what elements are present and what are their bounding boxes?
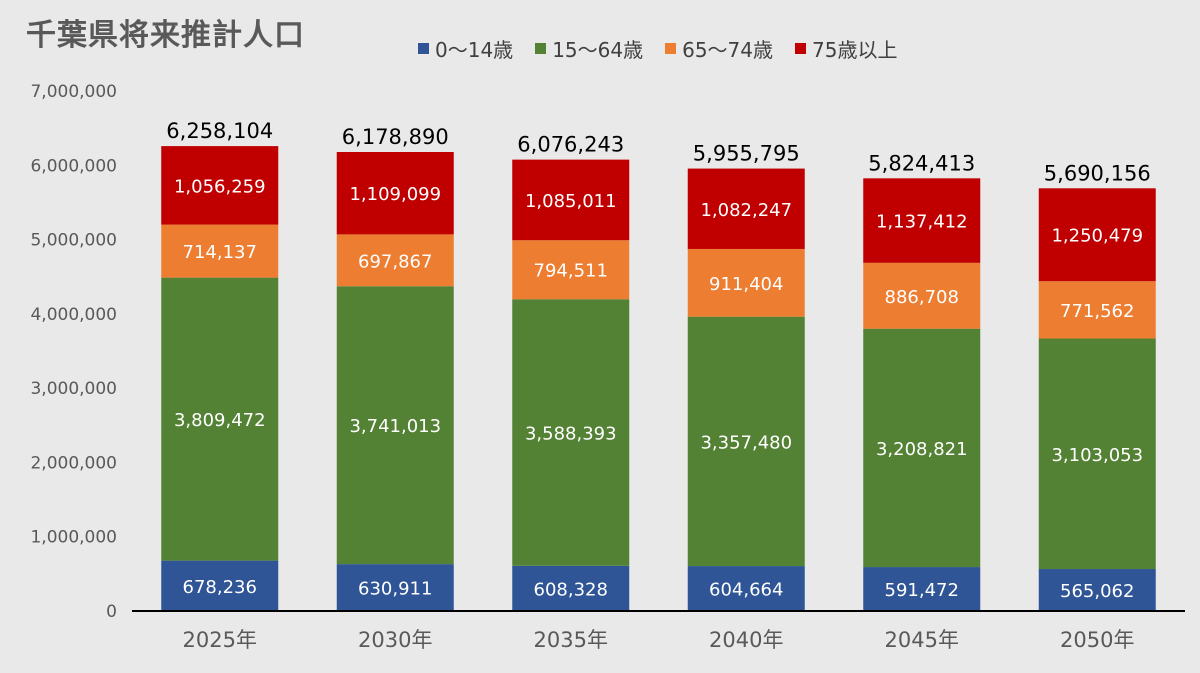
bar-segment: [161, 277, 279, 561]
bar-segment: [512, 565, 630, 611]
total-label: 6,178,890: [342, 125, 449, 149]
x-tick-label: 2030年: [358, 628, 432, 652]
legend-swatch-15-64: [535, 43, 547, 54]
legend-swatch-75-plus: [795, 43, 806, 54]
bar-segment: [863, 567, 981, 611]
bar-segment: [863, 178, 981, 263]
bar-segment: [687, 168, 805, 249]
data-label: 1,250,479: [1051, 226, 1143, 247]
total-label: 5,824,413: [868, 151, 975, 175]
legend-swatch-65-74: [665, 43, 677, 54]
bar-segment: [1038, 569, 1156, 611]
total-label: 5,690,156: [1044, 161, 1151, 185]
y-tick-label: 4,000,000: [30, 305, 117, 325]
data-label: 1,056,259: [174, 176, 266, 197]
bar-segment: [687, 248, 805, 317]
y-tick-label: 6,000,000: [30, 156, 117, 176]
total-label: 6,076,243: [517, 133, 624, 157]
bar-segment: [161, 146, 279, 225]
data-label: 794,511: [534, 261, 608, 282]
legend-item-65-74: 65～74歳: [665, 34, 773, 63]
data-label: 697,867: [358, 251, 432, 272]
bar-segment: [336, 564, 454, 611]
data-label: 714,137: [183, 242, 257, 263]
bar-segment: [161, 224, 279, 278]
legend-swatch-0-14: [418, 43, 429, 54]
y-tick-label: 7,000,000: [30, 82, 117, 102]
legend: 0～14歳 15～64歳 65～74歳 75歳以上: [418, 34, 897, 63]
bar-segment: [512, 240, 630, 300]
data-label: 608,328: [534, 579, 608, 600]
bar-segment: [512, 299, 630, 566]
bar-segment: [336, 286, 454, 565]
bar-segment: [1038, 338, 1156, 570]
y-tick-label: 3,000,000: [30, 379, 117, 399]
x-tick-label: 2050年: [1060, 628, 1134, 652]
data-label: 3,103,053: [1051, 445, 1143, 466]
bar-segment: [161, 560, 279, 611]
y-tick-label: 2,000,000: [30, 453, 117, 473]
legend-label-75-plus: 75歳以上: [812, 38, 898, 62]
data-label: 3,208,821: [876, 439, 968, 460]
data-label: 678,236: [183, 577, 257, 598]
bar-segment: [1038, 281, 1156, 339]
data-label: 565,062: [1060, 581, 1134, 602]
legend-item-15-64: 15～64歳: [535, 34, 643, 63]
total-label: 6,258,104: [166, 119, 273, 143]
bar-segment: [512, 159, 630, 241]
bar-segment: [687, 566, 805, 611]
bar-segment: [336, 151, 454, 235]
x-tick-label: 2035年: [534, 628, 608, 652]
y-tick-label: 0: [106, 602, 117, 622]
bar-segment: [863, 262, 981, 329]
data-label: 3,741,013: [349, 416, 441, 437]
chart-title: 千葉県将来推計人口: [26, 18, 305, 53]
data-label: 1,137,412: [876, 212, 968, 233]
data-label: 3,357,480: [700, 432, 792, 453]
legend-label-15-64: 15～64歳: [552, 38, 644, 62]
data-label: 911,404: [709, 274, 783, 295]
data-label: 630,911: [358, 579, 432, 600]
bar-segment: [687, 316, 805, 567]
data-label: 1,082,247: [700, 200, 792, 221]
data-label: 3,809,472: [174, 410, 266, 431]
legend-label-65-74: 65～74歳: [682, 38, 773, 62]
data-label: 3,588,393: [525, 424, 617, 445]
data-label: 591,472: [885, 580, 959, 601]
y-tick-label: 5,000,000: [30, 231, 117, 251]
data-label: 1,109,099: [349, 184, 441, 205]
bar-segment: [863, 328, 981, 568]
y-tick-label: 1,000,000: [30, 528, 117, 548]
total-label: 5,955,795: [693, 142, 800, 166]
x-tick-label: 2045年: [885, 628, 959, 652]
x-tick-label: 2040年: [709, 628, 783, 652]
data-label: 604,664: [709, 580, 783, 601]
data-label: 886,708: [885, 287, 959, 308]
legend-label-0-14: 0～14歳: [435, 38, 514, 62]
bar-segment: [336, 234, 454, 287]
legend-item-75-plus: 75歳以上: [795, 34, 897, 63]
bar-segment: [1038, 188, 1156, 282]
legend-item-0-14: 0～14歳: [418, 34, 513, 63]
x-tick-label: 2025年: [183, 628, 257, 652]
data-label: 771,562: [1060, 301, 1134, 322]
data-label: 1,085,011: [525, 191, 617, 212]
